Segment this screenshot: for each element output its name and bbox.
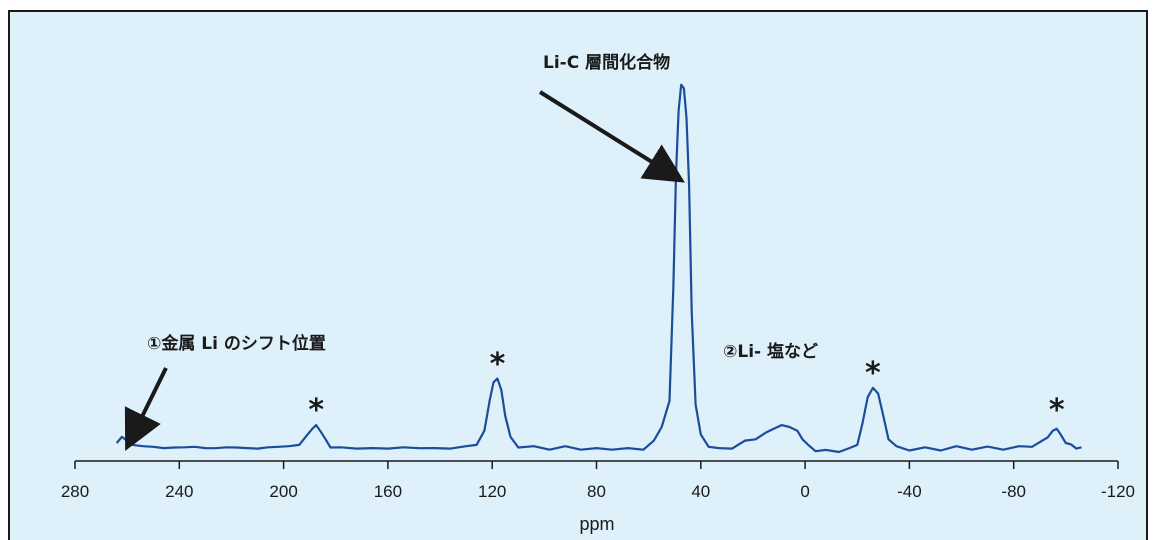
annotation-arrow (124, 367, 168, 451)
x-tick-label: 160 (374, 482, 402, 501)
annotation-label: ②Li- 塩など (723, 341, 818, 362)
spinning-sideband-marker: * (490, 347, 506, 382)
x-tick-label: 120 (478, 482, 506, 501)
annotation-label: ①金属 Li のシフト位置 (147, 333, 326, 354)
x-axis-title: ppm (579, 514, 614, 534)
x-tick-label: 80 (587, 482, 606, 501)
spectrum-line (115, 83, 1082, 454)
spinning-sideband-marker: * (308, 393, 324, 428)
x-tick-label: 200 (269, 482, 297, 501)
x-tick-label: -120 (1101, 482, 1135, 501)
annotation-label: Li-C 層間化合物 (543, 52, 670, 73)
spinning-sideband-marker: * (1049, 393, 1065, 428)
x-tick-label: 40 (691, 482, 710, 501)
x-tick-label: -80 (1001, 482, 1026, 501)
series-group (115, 83, 1082, 454)
x-tick-label: 240 (165, 482, 193, 501)
x-tick-label: 0 (800, 482, 809, 501)
annotations: Li-C 層間化合物 ①金属 Li のシフト位置 ②Li- 塩など * * * * (124, 52, 1065, 451)
spinning-sideband-marker: * (865, 356, 881, 391)
x-tick-label: 280 (61, 482, 89, 501)
x-tick-label: -40 (897, 482, 922, 501)
annotation-arrow (538, 90, 685, 183)
chart-frame (8, 10, 1148, 540)
x-axis: 280 240 200 160 120 80 40 0 -40 -80 -120 (61, 460, 1135, 501)
